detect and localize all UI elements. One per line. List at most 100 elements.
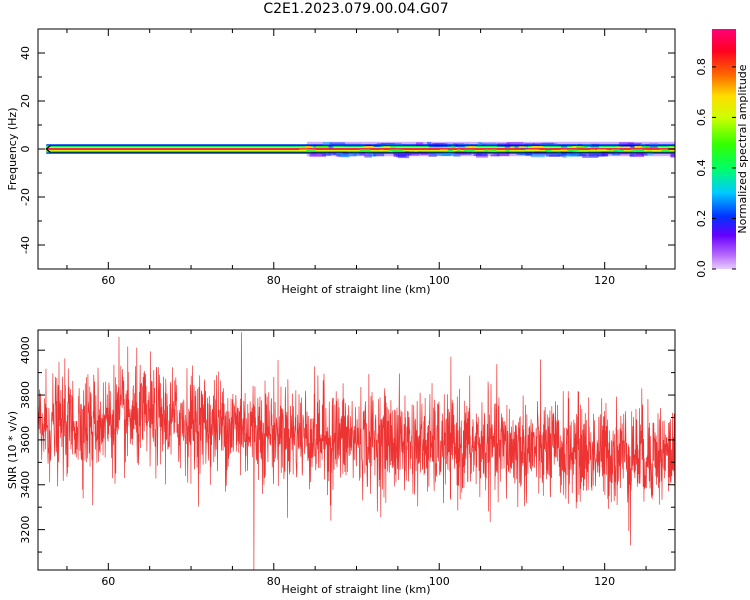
spectral-streak <box>634 145 643 148</box>
spectral-noise-blob <box>588 152 605 157</box>
snr-x-tick-label: 100 <box>429 575 450 588</box>
spectral-noise-blob <box>322 142 332 146</box>
snr-panel: 60 80 100 120 3200 3400 3600 3800 4000 Height of… <box>6 329 676 596</box>
spectral-noise-blob <box>408 152 420 156</box>
spectral-noise-blob <box>490 154 500 157</box>
spectrogram-frame <box>37 28 676 270</box>
spectral-noise-blob <box>602 152 609 156</box>
spectral-streak <box>484 149 488 151</box>
spectral-noise-blob <box>493 152 499 155</box>
spectral-streak <box>531 145 544 148</box>
spectral-noise-blob <box>311 152 317 155</box>
spectral-streak <box>457 149 461 151</box>
spectral-streak <box>315 145 329 148</box>
spectral-streak <box>465 146 472 148</box>
spectral-streak <box>643 145 650 148</box>
spectral-streak <box>299 146 309 149</box>
spectrogram-x-tick-label: 100 <box>429 274 450 287</box>
spectral-noise-blob <box>404 151 410 155</box>
spectral-noise-blob <box>369 153 377 157</box>
colorbar-tick-label: 0.8 <box>695 58 708 76</box>
spectral-noise-blob <box>612 151 621 156</box>
spectral-streak <box>451 146 456 149</box>
spectral-streak <box>359 149 371 151</box>
spectral-noise-blob <box>530 153 545 158</box>
snr-frame <box>37 329 676 571</box>
spectrogram-y-tick-label: 40 <box>19 46 32 60</box>
spectral-noise-blob <box>516 152 533 155</box>
spectral-streak <box>613 149 625 152</box>
spectral-noise-blob <box>670 153 675 158</box>
snr-y-tick-label: 3800 <box>19 381 32 409</box>
spectral-noise-blob <box>497 143 511 147</box>
spectral-noise-blob <box>641 152 648 156</box>
colorbar-ticks: 0.0 0.2 0.4 0.6 0.8 <box>695 58 736 278</box>
spectral-noise-blob <box>373 152 385 157</box>
spectral-noise-blob <box>473 152 478 157</box>
colorbar-label: Normalized spectral amplitude <box>736 64 749 233</box>
spectral-noise-blob <box>533 143 543 147</box>
spectral-noise-blob <box>542 142 554 146</box>
spectral-streak <box>388 146 397 148</box>
colorbar-tick-label: 0.4 <box>695 159 708 177</box>
spectral-noise-blob <box>496 153 510 157</box>
spectral-streak <box>463 149 475 152</box>
spectral-noise-blob <box>433 143 448 147</box>
spectral-noise-blob <box>476 152 482 156</box>
spectral-noise-blob <box>343 154 357 157</box>
spectral-streak <box>368 146 373 148</box>
snr-x-tick-label: 60 <box>101 575 115 588</box>
spectral-band-cap <box>45 145 51 153</box>
spectral-noise-blob <box>506 142 524 145</box>
spectral-noise-blob <box>344 143 362 147</box>
spectrogram-axis-ticks: 60 80 100 120 -40 -20 0 20 40 <box>19 28 675 287</box>
spectral-streak <box>567 149 579 151</box>
spectral-streak <box>630 149 643 151</box>
spectral-noise-blob <box>411 151 422 154</box>
spectral-noise-blob <box>600 151 618 155</box>
spectral-streak <box>446 150 453 152</box>
spectrogram-x-tick-label: 120 <box>594 274 615 287</box>
spectral-noise-blob <box>353 152 362 156</box>
spectral-noise-blob <box>455 151 467 155</box>
snr-y-tick-label: 3200 <box>19 516 32 544</box>
spectrogram-y-axis-label: Frequency (Hz) <box>6 108 19 191</box>
colorbar: 0.0 0.2 0.4 0.6 0.8 Normalized spectral ampl… <box>695 29 749 278</box>
spectral-streak <box>622 146 631 149</box>
spectral-streak <box>414 150 418 152</box>
snr-x-axis-label: Height of straight line (km) <box>281 583 430 596</box>
colorbar-tick-label: 0.0 <box>695 260 708 278</box>
spectral-noise-blob <box>309 153 327 157</box>
spectral-noise-blob <box>479 142 497 145</box>
spectral-noise-blob <box>627 142 642 146</box>
spectral-noise-blob <box>329 142 345 146</box>
spectral-noise-blob <box>385 142 402 146</box>
spectral-streak <box>660 149 670 151</box>
spectral-streak <box>489 149 497 151</box>
spectral-noise-blob <box>426 142 432 147</box>
spectral-streak <box>305 145 312 148</box>
spectral-noise-blob <box>359 152 365 156</box>
spectral-streak <box>522 146 528 149</box>
spectral-noise-blob <box>562 154 567 158</box>
spectral-streak <box>525 149 538 151</box>
spectral-streak <box>561 149 571 152</box>
spectrogram-x-tick-label: 60 <box>101 274 115 287</box>
spectral-noise-blob <box>416 142 424 146</box>
spectral-streak <box>510 146 515 149</box>
spectral-streak <box>518 146 525 148</box>
colorbar-tick-label: 0.6 <box>695 109 708 127</box>
snr-axis-ticks: 60 80 100 120 3200 3400 3600 3800 4000 <box>19 330 675 588</box>
spectral-noise-blob <box>561 151 572 156</box>
spectral-streak <box>597 149 607 151</box>
spectral-noise-blob <box>428 153 437 157</box>
snr-series <box>38 332 675 570</box>
spectral-noise-blob <box>649 143 658 147</box>
spectral-noise-blob <box>644 152 654 155</box>
spectral-noise-blob <box>336 152 343 156</box>
spectral-noise-blob <box>618 152 629 155</box>
spectral-streak <box>576 146 588 149</box>
snr-y-tick-label: 3400 <box>19 471 32 499</box>
spectrogram-bands <box>45 141 675 159</box>
